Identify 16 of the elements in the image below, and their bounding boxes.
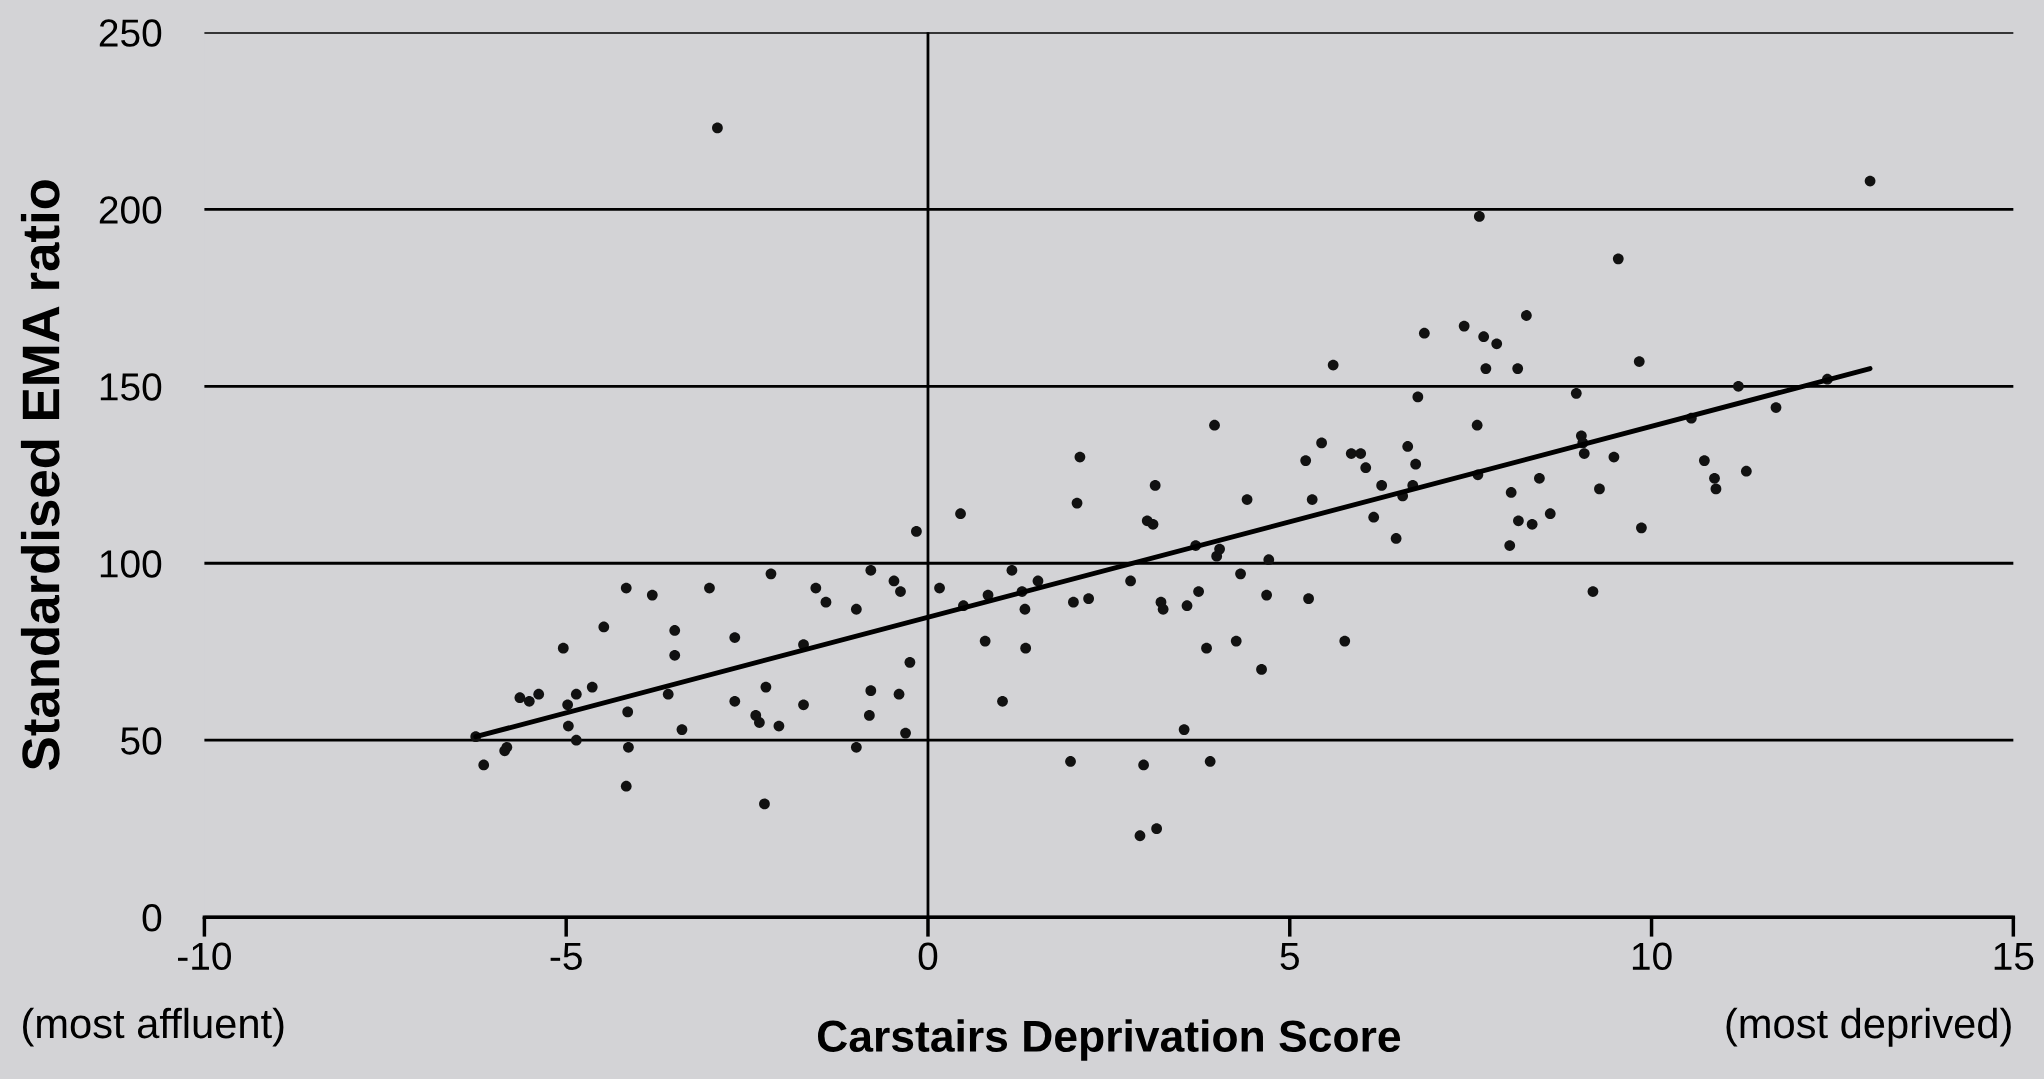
- y-tick-label: 250: [99, 19, 162, 47]
- y-tick-label: 100: [100, 550, 162, 578]
- x-tick-label: 15: [1994, 942, 2034, 971]
- x-axis-title: Carstairs Deprivation Score: [818, 1019, 1401, 1061]
- x-tick-label: 10: [1632, 942, 1672, 971]
- x-tick-label: -10: [178, 942, 231, 971]
- text: (most affluent): [23, 1007, 284, 1047]
- x-tick-label: 5: [1280, 942, 1299, 971]
- y-tick-label: 200: [99, 196, 162, 224]
- text: (most deprived): [1726, 1007, 2011, 1047]
- y-tick-label: 50: [121, 727, 162, 755]
- x-tick-label: -5: [550, 942, 582, 971]
- y-axis-title: Standardised EMA ratio: [20, 180, 60, 770]
- x-tick-label: 0: [918, 942, 938, 971]
- y-tick-label: 150: [100, 373, 162, 401]
- y-tick-label: 0: [142, 904, 162, 932]
